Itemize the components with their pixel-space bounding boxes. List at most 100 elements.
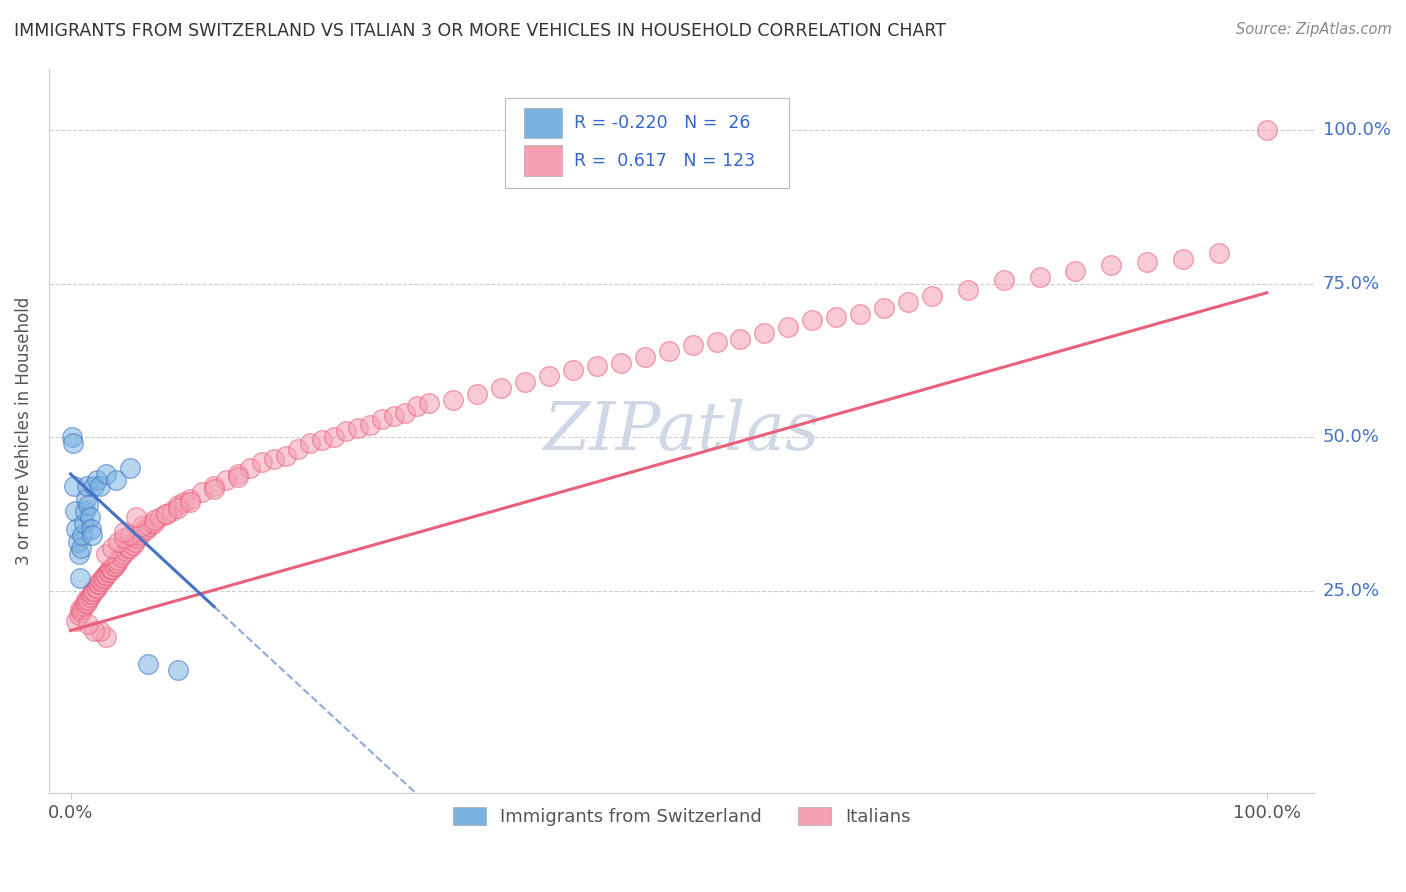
Point (489, 381, 512, 395)
FancyBboxPatch shape (523, 145, 561, 176)
Point (79, 510, 101, 524)
Point (103, 559, 125, 574)
Point (107, 553, 129, 567)
Text: IMMIGRANTS FROM SWITZERLAND VS ITALIAN 3 OR MORE VEHICLES IN HOUSEHOLD CORRELATI: IMMIGRANTS FROM SWITZERLAND VS ITALIAN 3… (14, 22, 946, 40)
Text: 100.0%: 100.0% (1323, 121, 1391, 139)
Point (849, 307, 872, 321)
Point (134, 522, 156, 536)
Point (97, 565, 120, 579)
Point (72, 528, 94, 542)
Point (110, 549, 132, 564)
Point (801, 313, 824, 327)
Point (160, 504, 183, 518)
Point (202, 479, 225, 493)
Point (80, 528, 103, 542)
Text: R = -0.220   N =  26: R = -0.220 N = 26 (574, 114, 751, 132)
Point (65, 504, 87, 518)
Point (167, 500, 190, 515)
Point (873, 301, 896, 315)
Point (394, 405, 416, 419)
Point (825, 310, 848, 325)
Point (69, 571, 91, 585)
Point (706, 334, 728, 349)
Point (418, 396, 440, 410)
Point (114, 543, 136, 558)
Point (73, 599, 96, 613)
Point (77, 592, 100, 607)
Point (112, 547, 135, 561)
Point (100, 562, 122, 576)
Point (83, 624, 105, 638)
Point (73, 516, 96, 530)
Point (96, 467, 118, 481)
Point (75, 491, 97, 506)
Point (1099, 258, 1122, 272)
Point (1171, 252, 1194, 266)
Point (586, 359, 609, 374)
Text: Source: ZipAtlas.com: Source: ZipAtlas.com (1236, 22, 1392, 37)
Point (562, 362, 585, 376)
Point (1028, 270, 1050, 285)
Point (96, 547, 118, 561)
Point (155, 507, 177, 521)
Point (239, 460, 262, 475)
Point (124, 534, 146, 549)
Point (75, 592, 97, 607)
Point (382, 409, 405, 423)
Point (179, 494, 201, 508)
Text: R =  0.617   N = 123: R = 0.617 N = 123 (574, 152, 755, 169)
Point (77, 617, 100, 632)
Point (298, 436, 321, 450)
Point (87, 577, 110, 591)
Point (73, 596, 96, 610)
Point (83, 583, 105, 598)
Point (730, 332, 752, 346)
Point (104, 473, 127, 487)
Point (513, 375, 536, 389)
Point (406, 400, 429, 414)
Point (101, 562, 124, 576)
Point (1064, 264, 1087, 278)
Point (84, 581, 107, 595)
Point (96, 630, 118, 644)
Point (101, 541, 124, 555)
Point (65, 522, 87, 536)
Point (215, 473, 238, 487)
Point (82, 583, 104, 598)
FancyBboxPatch shape (505, 97, 789, 188)
Point (658, 344, 681, 359)
FancyBboxPatch shape (523, 108, 561, 138)
Point (86, 473, 108, 487)
Point (359, 417, 381, 432)
Text: 75.0%: 75.0% (1323, 275, 1381, 293)
Point (441, 393, 464, 408)
Point (94, 568, 117, 582)
Point (70, 541, 93, 555)
Point (104, 556, 127, 570)
Point (117, 541, 139, 555)
Point (202, 483, 225, 497)
Point (754, 326, 776, 340)
Point (89, 479, 111, 493)
Point (98, 562, 121, 576)
Point (65, 615, 87, 629)
Point (167, 498, 190, 512)
Point (1208, 245, 1230, 260)
Point (263, 451, 285, 466)
Point (69, 602, 91, 616)
Point (155, 507, 177, 521)
Point (80, 587, 103, 601)
Point (90, 574, 112, 589)
Point (311, 433, 333, 447)
Point (67, 608, 90, 623)
Point (131, 519, 153, 533)
Point (80, 522, 103, 536)
Point (778, 319, 800, 334)
Point (91, 571, 114, 585)
Point (76, 596, 98, 610)
Y-axis label: 3 or more Vehicles in Household: 3 or more Vehicles in Household (15, 297, 32, 565)
Point (104, 559, 127, 574)
Point (322, 430, 344, 444)
Point (76, 479, 98, 493)
Point (136, 657, 159, 672)
